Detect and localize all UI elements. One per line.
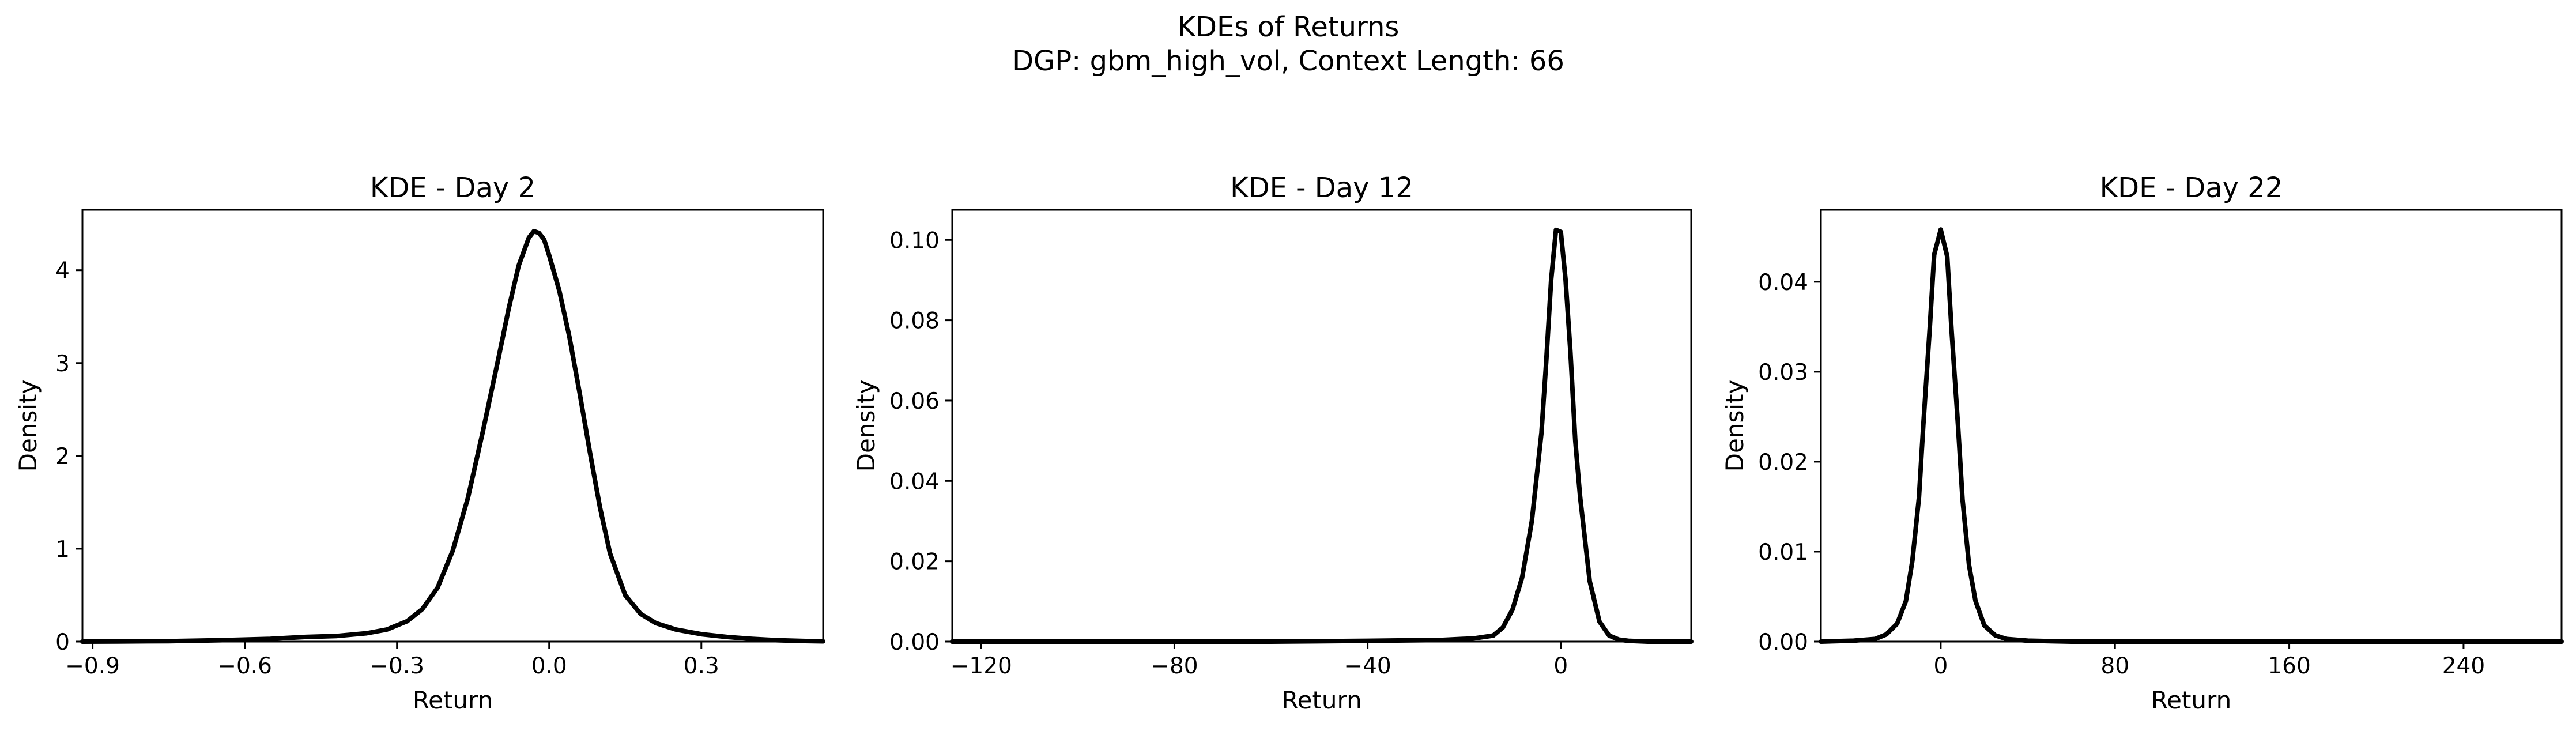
x-tick-label: −80 xyxy=(1151,653,1198,679)
x-axis-label: Return xyxy=(413,686,493,714)
figure-title-line1: KDEs of Returns xyxy=(1178,11,1400,43)
y-tick-label: 0.04 xyxy=(889,469,940,495)
x-tick-label: −0.3 xyxy=(369,653,424,679)
kde-curve-2-1 xyxy=(950,227,1694,644)
plot-frame xyxy=(951,209,1692,643)
panel-title: KDE - Day 2 xyxy=(370,172,535,204)
x-tick-label: −120 xyxy=(951,653,1012,679)
x-tick-label: −0.9 xyxy=(65,653,120,679)
y-tick-label: 0.04 xyxy=(1758,270,1808,296)
kde-panel-2: −120 −80 −40 0 0.00 0.02 0.04 0.06 0.08 0.10 KDE -… xyxy=(852,172,1694,714)
y-tick-label: 0.08 xyxy=(889,308,940,334)
y-tick-label: 1 xyxy=(55,537,70,563)
panel-title: KDE - Day 12 xyxy=(1230,172,1413,204)
y-tick-label: 0.02 xyxy=(1758,450,1808,476)
kde-curve-3-1 xyxy=(1819,227,2564,644)
y-tick-label: 0.00 xyxy=(1758,630,1808,655)
figure-title-line2: DGP: gbm_high_vol, Context Length: 66 xyxy=(1012,45,1564,77)
kde-panel-1: −0.9 −0.6 −0.3 0.0 0.3 0 1 2 3 4 KDE - Day 2 Return… xyxy=(14,172,825,714)
x-tick-label: 0 xyxy=(1553,653,1568,679)
x-tick-label: 0 xyxy=(1933,653,1948,679)
plot-frame xyxy=(81,209,824,643)
x-tick-label: 0.3 xyxy=(684,653,719,679)
y-tick-label: 3 xyxy=(55,351,70,377)
y-tick-label: 0.00 xyxy=(889,630,940,655)
x-tick-label: 240 xyxy=(2442,653,2485,679)
y-tick-label: 0.06 xyxy=(889,389,940,414)
y-tick-label: 0.02 xyxy=(889,549,940,575)
x-axis-label: Return xyxy=(1281,686,1361,714)
plot-frame xyxy=(1820,209,2563,643)
y-axis-label: Density xyxy=(852,380,880,472)
panel-title: KDE - Day 22 xyxy=(2100,172,2283,204)
y-tick-label: 0.03 xyxy=(1758,360,1808,386)
y-tick-label: 0.01 xyxy=(1758,540,1808,566)
x-tick-label: 0.0 xyxy=(531,653,567,679)
y-axis-label: Density xyxy=(1721,380,1749,472)
x-tick-label: 80 xyxy=(2100,653,2129,679)
y-tick-label: 2 xyxy=(55,444,70,470)
kde-curve-1-1 xyxy=(80,229,825,644)
x-tick-label: −40 xyxy=(1344,653,1391,679)
x-tick-label: 160 xyxy=(2268,653,2310,679)
kde-panel-3: 0 80 160 240 0.00 0.01 0.02 0.03 0.04 KDE - Day 2… xyxy=(1721,172,2564,714)
y-tick-label: 4 xyxy=(55,258,70,284)
y-tick-label: 0.10 xyxy=(889,228,940,254)
x-axis-label: Return xyxy=(2151,686,2231,714)
y-axis-label: Density xyxy=(14,380,42,472)
x-tick-label: −0.6 xyxy=(217,653,272,679)
y-tick-label: 0 xyxy=(55,630,70,655)
